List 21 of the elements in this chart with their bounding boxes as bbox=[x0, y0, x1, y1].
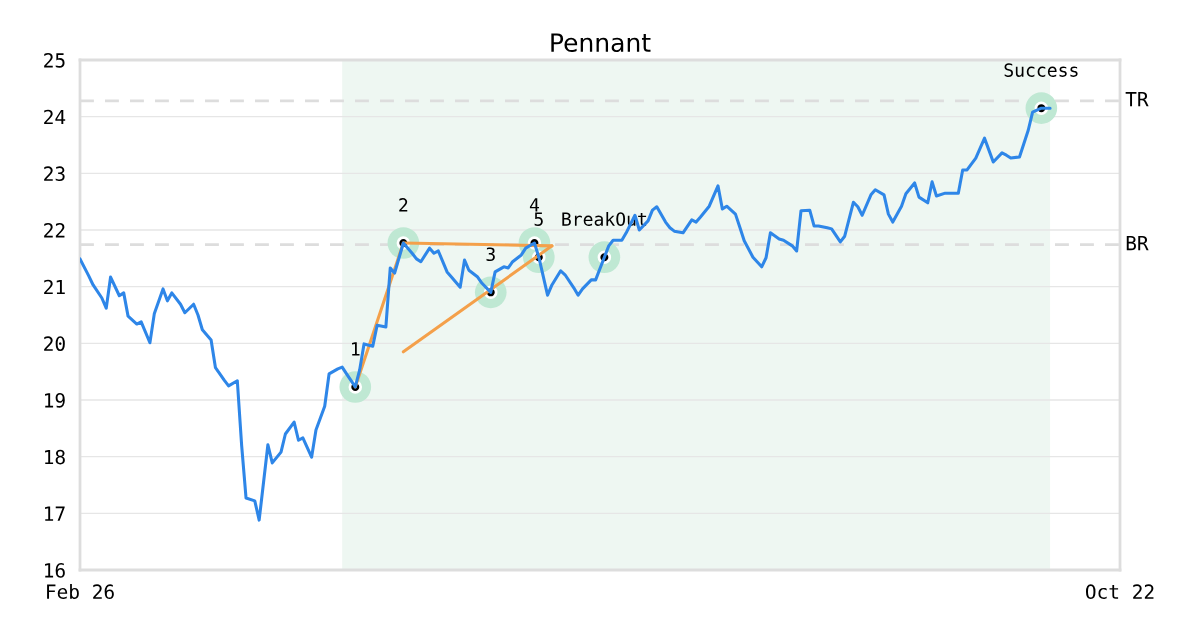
annotation: 5 bbox=[534, 212, 543, 226]
y-tick-label: 19 bbox=[45, 393, 65, 408]
annotation: 1 bbox=[352, 342, 360, 356]
ref-line-label: TR bbox=[1125, 92, 1149, 107]
y-tick-label: 16 bbox=[45, 563, 65, 578]
annotation: 4 bbox=[529, 198, 540, 212]
y-tick-label: 25 bbox=[44, 53, 65, 68]
ref-line-label: BR bbox=[1126, 235, 1149, 251]
x-tick-label: Feb 26 bbox=[47, 583, 114, 600]
y-tick-label: 17 bbox=[45, 506, 65, 521]
y-tick-label: 22 bbox=[44, 223, 65, 238]
y-tick-label: 24 bbox=[44, 109, 66, 125]
annotation: 3 bbox=[486, 247, 495, 262]
y-tick-label: 18 bbox=[45, 449, 65, 465]
chart-title: Pennant bbox=[551, 33, 651, 53]
annotation: 2 bbox=[399, 198, 408, 212]
x-tick-label: Oct 22 bbox=[1085, 584, 1154, 600]
y-tick-label: 20 bbox=[44, 336, 65, 352]
annotation: Success bbox=[1004, 63, 1078, 77]
y-tick-label: 23 bbox=[44, 166, 65, 182]
y-tick-label: 21 bbox=[44, 279, 65, 295]
